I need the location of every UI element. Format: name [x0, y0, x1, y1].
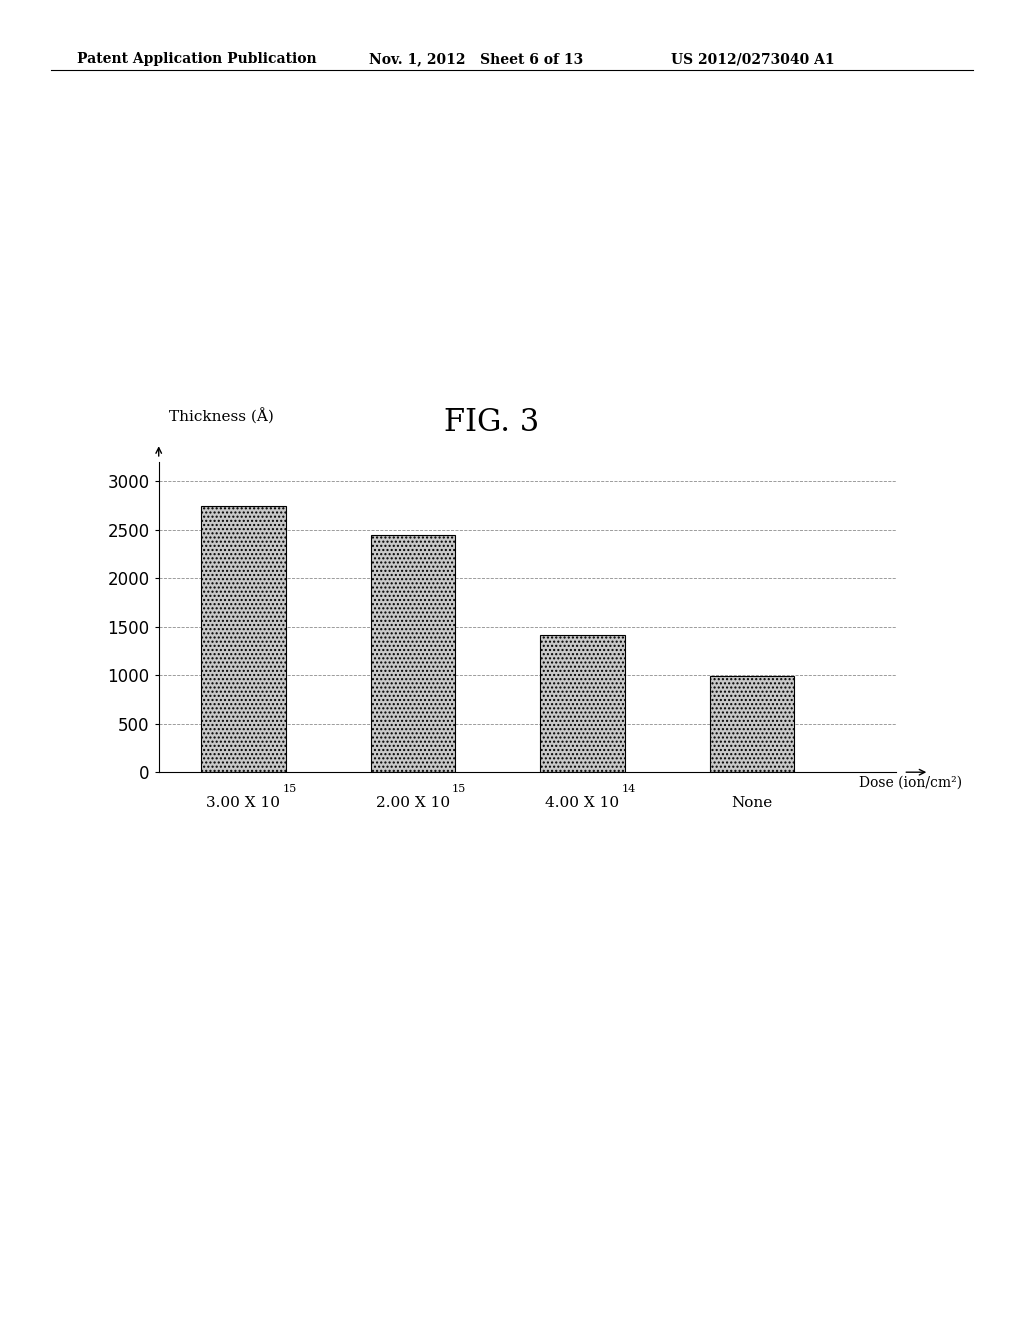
Bar: [201, 506, 286, 772]
Text: Thickness (Å): Thickness (Å): [169, 409, 273, 425]
Text: 3.00 X 10: 3.00 X 10: [207, 796, 281, 810]
Text: 14: 14: [622, 784, 636, 795]
Bar: [371, 535, 456, 772]
Text: US 2012/0273040 A1: US 2012/0273040 A1: [671, 53, 835, 66]
Text: Patent Application Publication: Patent Application Publication: [77, 53, 316, 66]
Text: 2.00 X 10: 2.00 X 10: [376, 796, 450, 810]
Text: 15: 15: [283, 784, 297, 795]
Text: FIG. 3: FIG. 3: [443, 408, 540, 438]
Text: 15: 15: [452, 784, 466, 795]
Bar: [710, 676, 795, 772]
Text: Dose (ion/cm²): Dose (ion/cm²): [859, 776, 963, 789]
Text: Nov. 1, 2012   Sheet 6 of 13: Nov. 1, 2012 Sheet 6 of 13: [369, 53, 583, 66]
Text: 4.00 X 10: 4.00 X 10: [546, 796, 620, 810]
Bar: [540, 635, 625, 772]
Text: None: None: [731, 796, 772, 810]
